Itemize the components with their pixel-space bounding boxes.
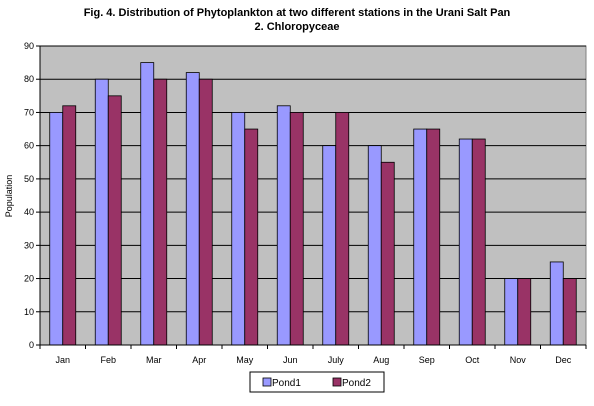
x-tick-label: Sep (419, 355, 435, 365)
bar-pond2-sep (426, 128, 441, 346)
bar-pond2-may (244, 128, 259, 346)
x-tick-label: Feb (100, 355, 116, 365)
bar-pond1-jan (49, 112, 64, 346)
bar-pond1-sep (413, 128, 428, 346)
y-axis-title: Population (4, 175, 14, 218)
bar-pond2-oct (471, 138, 486, 346)
x-axis-ticks: Jan Feb Mar Apr May Jun July Aug Sep Oct Nov Dec (39, 345, 587, 365)
x-tick-label: Apr (192, 355, 206, 365)
bar-pond1-oct (458, 138, 473, 346)
plot-background (39, 45, 587, 346)
legend-swatch-pond1 (262, 377, 272, 387)
bar-pond1-dec (549, 261, 564, 346)
bar-pond2-july (335, 112, 350, 346)
bar-pond2-nov (517, 278, 532, 346)
x-tick-label: Jan (55, 355, 70, 365)
y-tick-label: 90 (24, 41, 34, 51)
bar-pond2-mar (153, 78, 168, 346)
y-tick-label: 60 (24, 141, 34, 151)
bar-pond2-dec (562, 278, 577, 346)
bar-pond1-mar (140, 62, 155, 346)
legend: Pond1 Pond2 (249, 371, 385, 393)
bar-pond2-aug (380, 161, 395, 346)
y-tick-label: 70 (24, 107, 34, 117)
bar-pond2-jun (289, 112, 304, 346)
x-tick-label: July (328, 355, 345, 365)
y-tick-label: 20 (24, 274, 34, 284)
y-tick-label: 50 (24, 174, 34, 184)
x-tick-label: Aug (373, 355, 389, 365)
chart-title: Fig. 4. Distribution of Phytoplankton at… (84, 7, 511, 19)
x-tick-label: Jun (283, 355, 298, 365)
bar-pond1-aug (367, 145, 382, 346)
x-tick-label: Mar (146, 355, 162, 365)
y-tick-label: 30 (24, 240, 34, 250)
bar-pond1-feb (94, 78, 109, 346)
y-axis-ticks: 0 10 20 30 40 50 60 70 80 90 (24, 41, 40, 350)
bar-pond1-apr (185, 72, 200, 346)
bar-pond2-jan (62, 105, 77, 346)
chart-subtitle: 2. Chloropyceae (255, 21, 340, 33)
legend-box (249, 371, 385, 393)
plot-area (39, 45, 587, 346)
y-tick-label: 80 (24, 74, 34, 84)
y-tick-label: 0 (29, 340, 34, 350)
bar-pond1-nov (504, 278, 519, 346)
x-tick-label: May (236, 355, 254, 365)
y-tick-label: 10 (24, 307, 34, 317)
bar-pond1-jun (276, 105, 291, 346)
bar-pond2-apr (198, 78, 213, 346)
legend-label-pond1: Pond1 (272, 378, 301, 389)
x-tick-label: Nov (510, 355, 527, 365)
x-tick-label: Oct (465, 355, 480, 365)
legend-label-pond2: Pond2 (342, 378, 371, 389)
bar-pond1-july (322, 145, 337, 346)
bar-pond2-feb (107, 95, 122, 346)
y-tick-label: 40 (24, 207, 34, 217)
legend-swatch-pond2 (332, 377, 342, 387)
bar-pond1-may (231, 112, 246, 346)
x-tick-label: Dec (555, 355, 572, 365)
